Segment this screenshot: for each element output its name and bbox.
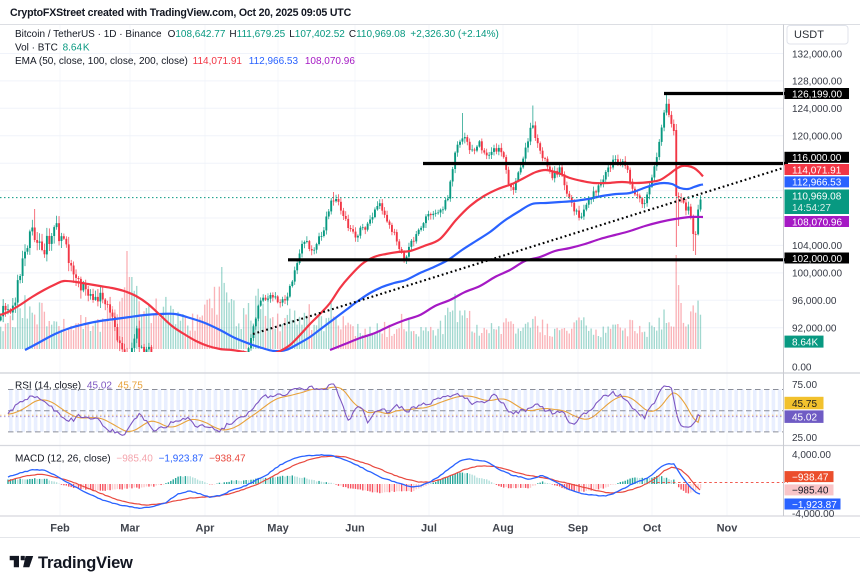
svg-text:45.75: 45.75 bbox=[792, 399, 817, 410]
svg-text:Feb: Feb bbox=[50, 523, 70, 535]
svg-text:Aug: Aug bbox=[492, 523, 513, 535]
svg-text:Mar: Mar bbox=[120, 523, 140, 535]
svg-text:114,071.91: 114,071.91 bbox=[792, 165, 842, 176]
svg-text:−938.47: −938.47 bbox=[792, 472, 829, 483]
svg-text:TradingView: TradingView bbox=[38, 554, 133, 572]
svg-text:RSI (14, close) 45.02 45.75: RSI (14, close) 45.02 45.75 bbox=[15, 381, 143, 392]
svg-text:132,000.00: 132,000.00 bbox=[792, 49, 842, 60]
svg-text:-4,000.00: -4,000.00 bbox=[792, 509, 835, 520]
svg-text:96,000.00: 96,000.00 bbox=[792, 296, 837, 307]
svg-text:100,000.00: 100,000.00 bbox=[792, 269, 842, 280]
svg-text:Sep: Sep bbox=[568, 523, 588, 535]
svg-text:Vol · BTC 8.64 K: Vol · BTC 8.64 K bbox=[15, 43, 90, 54]
svg-text:CryptoFXStreet created with Tr: CryptoFXStreet created with TradingView.… bbox=[10, 7, 352, 19]
svg-text:120,000.00: 120,000.00 bbox=[792, 132, 842, 143]
svg-text:Jul: Jul bbox=[421, 523, 437, 535]
svg-text:104,000.00: 104,000.00 bbox=[792, 241, 842, 252]
svg-text:0.00: 0.00 bbox=[792, 363, 812, 374]
svg-text:102,000.00: 102,000.00 bbox=[792, 254, 842, 265]
svg-text:4,000.00: 4,000.00 bbox=[792, 450, 831, 461]
svg-text:Nov: Nov bbox=[717, 523, 739, 535]
svg-text:Jun: Jun bbox=[345, 523, 365, 535]
svg-text:8.64K: 8.64K bbox=[792, 337, 818, 348]
svg-text:−985.40: −985.40 bbox=[792, 486, 829, 497]
svg-text:45.02: 45.02 bbox=[792, 413, 817, 424]
svg-text:EMA (50, close, 100, close, 20: EMA (50, close, 100, close, 200, close) … bbox=[15, 56, 355, 67]
svg-text:92,000.00: 92,000.00 bbox=[792, 324, 837, 335]
svg-text:14:54:27: 14:54:27 bbox=[792, 203, 831, 214]
svg-text:25.00: 25.00 bbox=[792, 433, 817, 444]
svg-text:Bitcoin / TetherUS · 1D · Bina: Bitcoin / TetherUS · 1D · Binance O108,64… bbox=[15, 29, 499, 40]
svg-text:126,199.00: 126,199.00 bbox=[792, 89, 842, 100]
svg-text:116,000.00: 116,000.00 bbox=[792, 153, 842, 164]
svg-text:Oct: Oct bbox=[643, 523, 662, 535]
svg-text:124,000.00: 124,000.00 bbox=[792, 104, 842, 115]
svg-text:110,969.08: 110,969.08 bbox=[792, 192, 842, 203]
svg-text:128,000.00: 128,000.00 bbox=[792, 77, 842, 88]
svg-text:−1,923.87: −1,923.87 bbox=[792, 500, 837, 511]
svg-text:MACD (12, 26, close) −985.40 −: MACD (12, 26, close) −985.40 −1,923.87 −… bbox=[15, 454, 246, 465]
svg-text:Apr: Apr bbox=[196, 523, 216, 535]
svg-text:May: May bbox=[267, 523, 289, 535]
svg-text:108,070.96: 108,070.96 bbox=[792, 217, 842, 228]
svg-text:75.00: 75.00 bbox=[792, 380, 817, 391]
svg-text:112,966.53: 112,966.53 bbox=[792, 178, 842, 189]
svg-text:USDT: USDT bbox=[794, 29, 824, 41]
